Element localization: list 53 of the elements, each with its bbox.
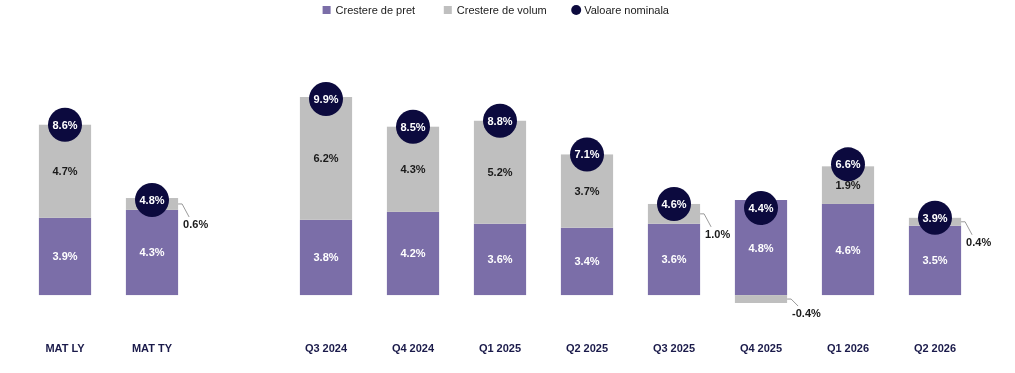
bar [734,295,788,303]
data-label: 4.4% [748,201,774,214]
data-label: 1.0% [705,227,731,240]
bar [299,219,353,296]
data-label: -0.4% [792,307,822,320]
data-label: 8.6% [52,118,78,131]
bar [647,223,701,296]
data-label: 3.9% [52,250,78,263]
legend-label: Crestere de volum [456,4,547,16]
data-label: 1.9% [835,179,861,192]
data-label: 4.3% [139,246,165,259]
data-label: 8.8% [487,114,513,127]
data-label: 4.8% [139,194,165,206]
data-label: 4.6% [835,243,861,256]
x-tick-label: Q2 2026 [913,342,957,354]
bar [38,217,92,296]
data-label: 3.9% [922,211,948,224]
data-label: 9.9% [313,92,339,105]
data-label: 6.6% [835,158,861,171]
bar [125,209,179,296]
bar [908,225,962,296]
bar [821,203,875,296]
bar [560,227,614,296]
data-label: 3.5% [922,254,948,267]
data-label: 3.8% [313,251,339,264]
x-tick-label: Q4 2024 [391,342,435,354]
legend-label: Crestere de pret [335,4,416,16]
data-label: 4.3% [400,163,426,176]
data-label: 5.2% [487,166,513,179]
data-label: 3.6% [487,253,513,266]
x-tick-label: Q3 2024 [304,342,348,354]
data-label: 7.1% [574,148,600,161]
bar [473,223,527,296]
x-tick-label: Q1 2026 [826,342,870,354]
data-label: 8.5% [400,120,426,133]
data-label: 0.6% [183,217,209,230]
bar [386,211,440,296]
x-tick-label: MAT TY [131,342,173,354]
data-label: 3.4% [574,255,600,268]
data-label: 3.6% [661,253,687,266]
data-label: 6.2% [313,152,339,165]
x-tick-label: MAT LY [45,342,86,354]
data-label: 4.8% [748,241,774,254]
data-label: 3.7% [574,185,600,198]
data-label: 0.4% [966,235,992,248]
data-label: 4.2% [400,247,426,260]
x-tick-label: Q2 2025 [565,342,609,354]
x-tick-label: Q3 2025 [652,342,696,354]
data-label: 4.7% [52,165,78,178]
x-tick-label: Q4 2025 [739,342,783,354]
x-tick-label: Q1 2025 [478,342,522,354]
data-label: 4.6% [661,197,687,210]
legend-label: Valoare nominala [584,4,670,16]
